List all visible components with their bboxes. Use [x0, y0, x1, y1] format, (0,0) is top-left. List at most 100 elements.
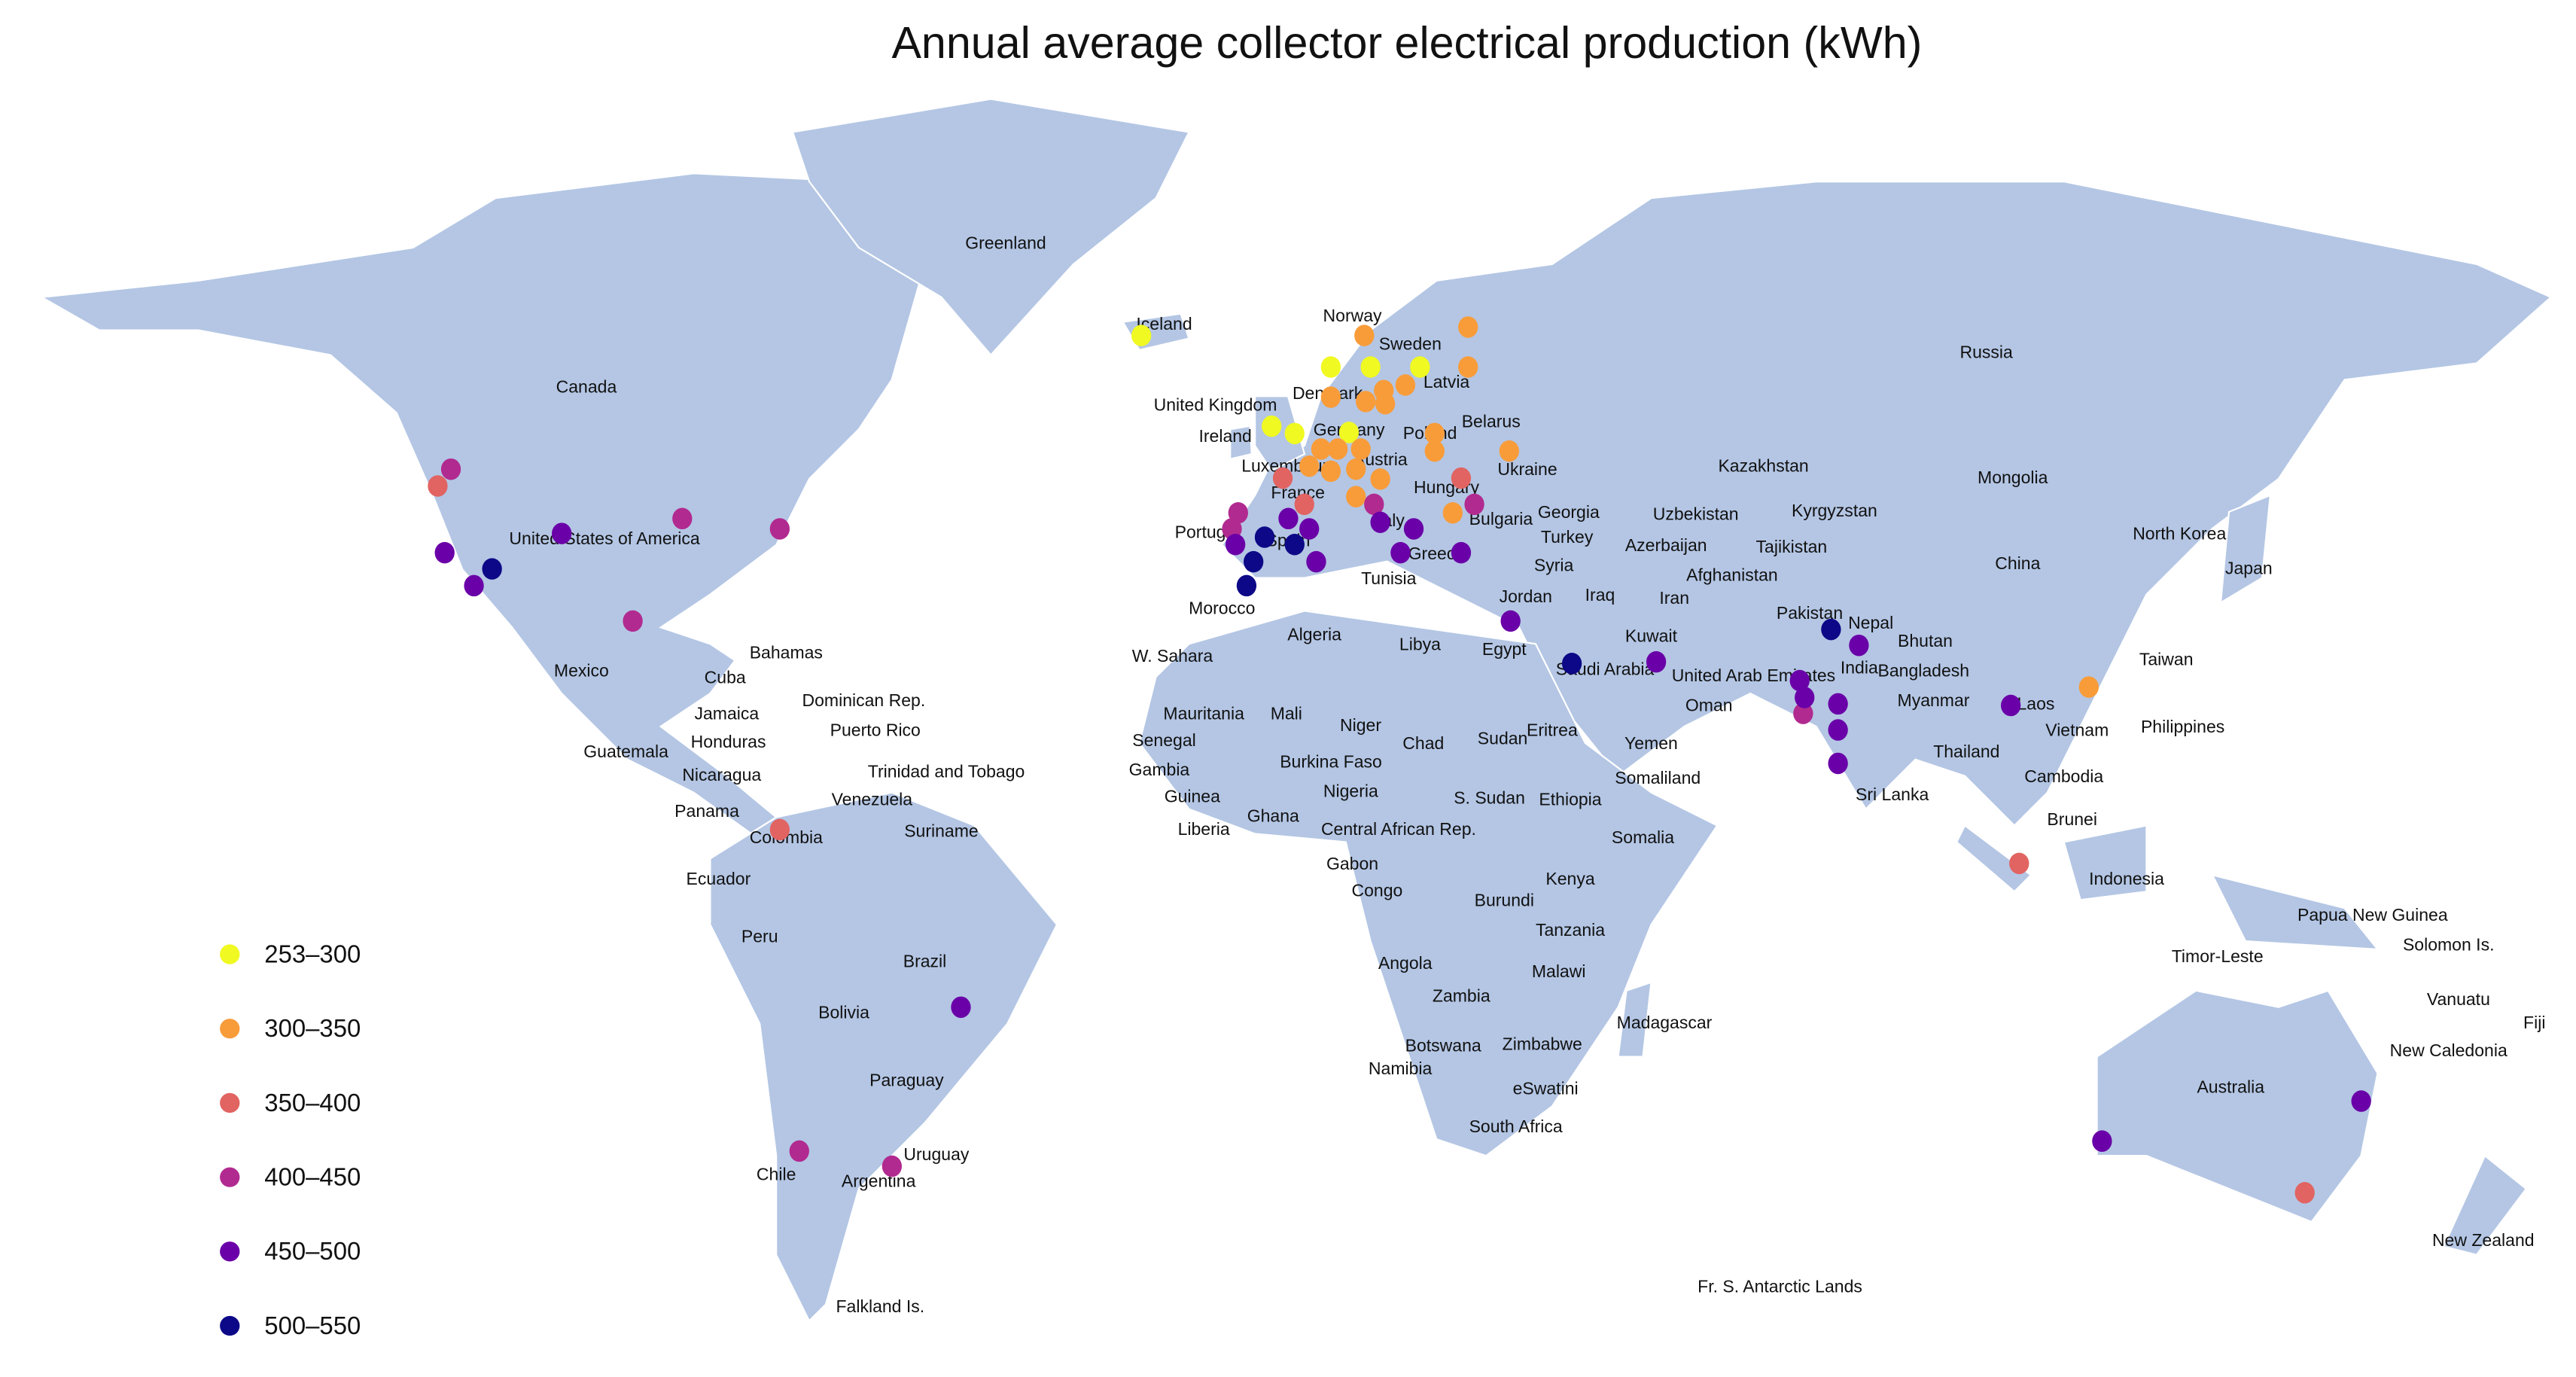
legend: 253–300 300–350 350–400 400–450 450–500 500–5… [220, 940, 361, 1339]
country-label: North Korea [2133, 524, 2226, 544]
country-label: Burundi [1475, 890, 1534, 909]
country-label: Madagascar [1617, 1013, 1713, 1032]
points [428, 316, 2371, 1204]
country-label: Zambia [1433, 986, 1490, 1006]
data-point [1346, 486, 1366, 507]
country-label: Fr. S. Antarctic Lands [1698, 1277, 1862, 1296]
data-point [1821, 618, 1841, 641]
country-label: Japan [2225, 559, 2273, 578]
country-label: Egypt [1482, 639, 1527, 659]
country-label: Afghanistan [1686, 565, 1778, 584]
country-label: Turkey [1541, 527, 1594, 547]
country-label: Peru [741, 927, 778, 946]
legend-label: 300–350 [264, 1014, 361, 1042]
country-label: Laos [2017, 694, 2054, 714]
country-label: United States of America [509, 529, 699, 548]
data-point [1338, 422, 1360, 443]
country-label: Fiji [2523, 1013, 2545, 1032]
country-label: Central African Rep. [1321, 819, 1476, 839]
country-label: W. Sahara [1132, 646, 1213, 666]
data-point [1464, 493, 1484, 516]
legend-label: 500–550 [264, 1312, 361, 1339]
data-point [1403, 518, 1424, 540]
country-label: Bhutan [1898, 631, 1953, 650]
data-point [1327, 438, 1348, 460]
country-label: Mongolia [1978, 468, 2048, 487]
country-label: Mali [1271, 704, 1302, 724]
country-label: Argentina [842, 1171, 916, 1190]
data-point [1793, 702, 1813, 724]
land [1229, 425, 1253, 461]
country-label: Suriname [904, 821, 979, 840]
data-point [1390, 541, 1411, 564]
land [2219, 494, 2272, 605]
data-point [1828, 693, 1848, 715]
country-label: Ghana [1247, 806, 1299, 826]
landmasses [38, 98, 2553, 1323]
country-label: Sri Lanka [1856, 784, 1929, 804]
country-label: Mauritania [1163, 704, 1244, 724]
country-label: New Caledonia [2390, 1040, 2507, 1060]
land [709, 791, 1058, 1323]
country-label: Chile [757, 1165, 796, 1184]
country-label: Honduras [691, 732, 766, 751]
data-point [2000, 694, 2021, 717]
legend-label: 350–400 [264, 1089, 361, 1117]
data-point [1244, 550, 1264, 573]
data-point [552, 522, 572, 544]
legend-label: 400–450 [264, 1163, 361, 1191]
country-label: Oman [1685, 696, 1733, 715]
country-label: Nepal [1848, 613, 1893, 632]
country-label: Jordan [1500, 586, 1552, 606]
country-label: Panama [674, 801, 739, 821]
data-point [1442, 502, 1463, 524]
country-label: Kazakhstan [1718, 456, 1808, 476]
legend-swatch [220, 1092, 240, 1113]
data-point [1299, 518, 1320, 540]
country-label: Tanzania [1536, 920, 1605, 940]
land [1138, 610, 1719, 1157]
country-label: Vietnam [2045, 720, 2109, 740]
data-point [769, 818, 790, 841]
country-label: Thailand [1933, 742, 1999, 761]
land [2442, 1154, 2528, 1256]
country-label: Bolivia [818, 1003, 869, 1022]
country-label: Liberia [1178, 819, 1230, 839]
country-label: Azerbaijan [1625, 535, 1707, 555]
data-point [1346, 458, 1366, 480]
country-label: Ecuador [687, 869, 751, 888]
data-point [1284, 422, 1305, 445]
country-label: Venezuela [832, 790, 913, 809]
country-label: Solomon Is. [2403, 935, 2495, 955]
data-point [1795, 687, 1815, 708]
country-label: Kyrgyzstan [1792, 501, 1877, 520]
country-label: Libya [1399, 635, 1441, 654]
land [2211, 873, 2380, 951]
data-point [1278, 507, 1299, 530]
data-point [1306, 550, 1326, 573]
data-point [428, 475, 448, 497]
data-point [2294, 1182, 2315, 1204]
country-label: Uruguay [903, 1144, 969, 1164]
country-label: China [1995, 553, 2040, 573]
data-point [1451, 467, 1472, 489]
data-point [672, 507, 693, 530]
data-point [440, 458, 461, 480]
country-label: Guatemala [583, 742, 668, 761]
chart-title: Annual average collector electrical prod… [891, 17, 1922, 68]
country-label: Trinidad and Tobago [868, 761, 1025, 781]
country-label: Syria [1534, 555, 1574, 574]
data-point [1262, 415, 1282, 437]
country-label: Niger [1340, 715, 1381, 735]
country-label: Taiwan [2139, 649, 2194, 669]
data-point [2009, 852, 2029, 875]
country-label: United Kingdom [1154, 395, 1277, 415]
land [2063, 824, 2148, 901]
country-label: Timor-Leste [2172, 946, 2264, 966]
land [791, 98, 1191, 357]
country-label: Nigeria [1323, 781, 1378, 801]
data-point [1458, 316, 1478, 338]
data-point [1451, 541, 1472, 564]
legend-label: 450–500 [264, 1237, 361, 1265]
